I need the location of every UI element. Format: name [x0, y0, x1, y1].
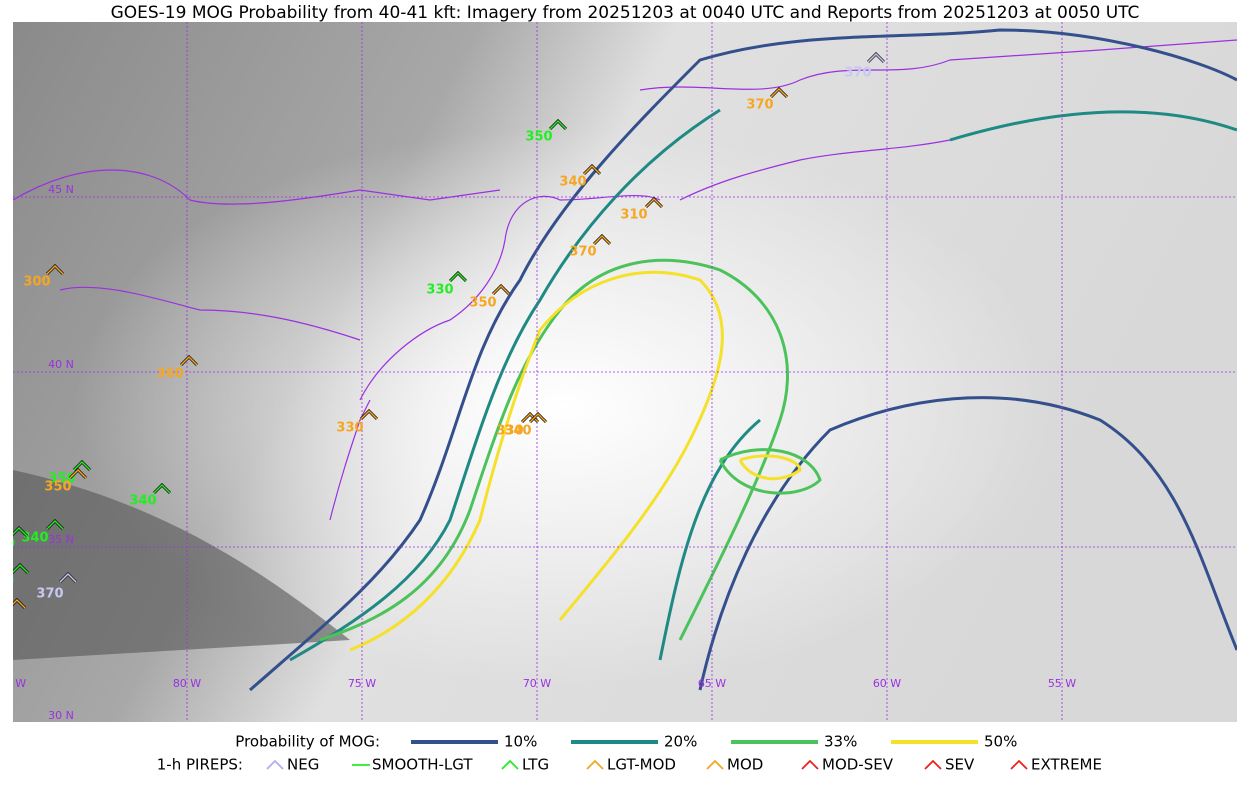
lat-label: 45 N [48, 183, 74, 196]
pirep-level: 0 [0, 610, 9, 625]
pirep-level: 340 [21, 531, 48, 546]
legend-label: EXTREME [1031, 756, 1102, 774]
pirep-icon-inner [549, 119, 567, 130]
map-area: 45 N 40 N 35 N 30 N 85 W 80 W 75 W 70 W 65 W 60 W… [0, 22, 1237, 722]
pirep-level: 360 [156, 367, 183, 382]
pirep-level: 30 [0, 537, 15, 552]
pirep-icon-inner [449, 271, 467, 282]
lon-label: 70 W [523, 677, 551, 690]
pirep-icon-inner [153, 483, 171, 494]
legend-label: MOD-SEV [822, 756, 894, 774]
lon-label: 85 W [0, 677, 26, 690]
legend-icon [924, 759, 942, 770]
pirep-icon-inner [180, 355, 198, 366]
pirep-level: 350 [469, 296, 496, 311]
pirep-icon-inner [59, 572, 77, 583]
lon-label: 60 W [873, 677, 901, 690]
legend-icon [706, 759, 724, 770]
pirep-level: 350 [48, 472, 75, 487]
lon-label: 65 W [698, 677, 726, 690]
coastlines [13, 39, 1237, 521]
pirep-level: 370 [569, 245, 596, 260]
graticule-labels: 45 N 40 N 35 N 30 N 85 W 80 W 75 W 70 W 65 W 60 W… [0, 183, 1076, 722]
legend-label: SMOOTH-LGT [372, 756, 473, 774]
pirep-icon-inner [13, 598, 26, 609]
pirep-level: 330 [496, 424, 523, 439]
pirep-icon-inner [69, 468, 87, 479]
pirep-icon-inner [521, 412, 539, 423]
pirep-level: 310 [620, 208, 647, 223]
legend-label: 50% [984, 733, 1017, 751]
pirep-level: 340 [559, 175, 586, 190]
pirep-icon-inner [593, 234, 611, 245]
pirep-icon-inner [867, 52, 885, 63]
pirep-icon-inner [645, 197, 663, 208]
legend: Probability of MOG: 10% 20% 33% 50% 1-h PIREP… [157, 733, 1102, 774]
legend-title: 1-h PIREPS: [157, 756, 243, 774]
pirep-level: 350 [44, 480, 71, 495]
legend-icon [586, 759, 604, 770]
map-title: GOES-19 MOG Probability from 40-41 kft: … [111, 3, 1140, 23]
dark-region [13, 470, 350, 660]
legend-title: Probability of MOG: [235, 733, 380, 751]
legend-label: LTG [522, 756, 549, 774]
pirep-level: 340 [129, 494, 156, 509]
legend-label: LGT-MOD [607, 756, 676, 774]
pirep-level: 300 [23, 275, 50, 290]
legend-label: 20% [664, 733, 697, 751]
pirep-level: 370 [36, 587, 63, 602]
lat-label: 30 N [48, 709, 74, 722]
pirep-level: 330 [336, 421, 363, 436]
lon-label: 75 W [348, 677, 376, 690]
graticule [13, 22, 1237, 722]
legend-icon [801, 759, 819, 770]
legend-icon [1010, 759, 1028, 770]
pirep-level: 20 [0, 574, 14, 589]
pirep-icon-inner [583, 164, 601, 175]
legend-label: SEV [945, 756, 975, 774]
legend-icon [266, 759, 284, 770]
pirep-icon-inner [770, 87, 788, 98]
pirep-icon-inner [492, 284, 510, 295]
pirep-icon-inner [529, 412, 547, 423]
pirep-level: 350 [525, 130, 552, 145]
pirep-icon-inner [46, 264, 64, 275]
lat-label: 35 N [48, 533, 74, 546]
legend-label: 10% [504, 733, 537, 751]
probability-contours [249, 28, 1237, 692]
legend-icon [501, 759, 519, 770]
pirep-icon-inner [13, 526, 28, 537]
lon-label: 80 W [173, 677, 201, 690]
pirep-level: 330 [426, 283, 453, 298]
pirep-level: 370 [746, 98, 773, 113]
lat-label: 40 N [48, 358, 74, 371]
pirep-icon-inner [46, 519, 64, 530]
legend-label: NEG [287, 756, 319, 774]
pirep-icon-inner [73, 460, 91, 471]
pirep-level: 340 [504, 424, 531, 439]
legend-label: MOD [727, 756, 763, 774]
pirep-level: 370 [844, 66, 871, 81]
pirep-icon-inner [13, 563, 29, 574]
pirep-icon-inner [360, 409, 378, 420]
lon-label: 55 W [1048, 677, 1076, 690]
legend-label: 33% [824, 733, 857, 751]
